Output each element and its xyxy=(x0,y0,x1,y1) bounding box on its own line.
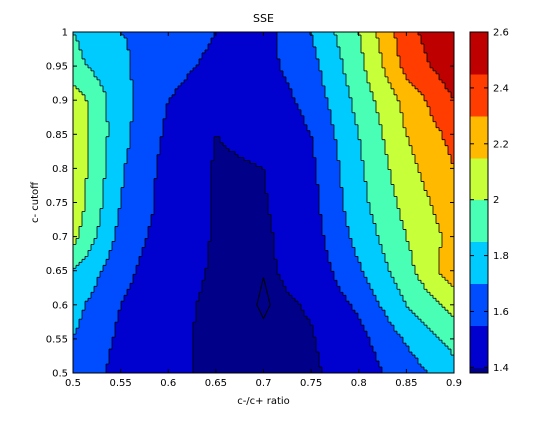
y-tick-label: 0.5 xyxy=(52,369,68,380)
colorbar-tick: 1.4 xyxy=(470,363,509,374)
colorbar-band xyxy=(470,283,488,326)
contour-fill xyxy=(73,32,454,373)
y-axis: 0.5 0.55 0.6 0.65 0.7 0.75 0.8 0.85 0.9 0.95 1 xyxy=(46,28,454,380)
contour-lines xyxy=(73,32,454,373)
colorbar-tick-label: 2.4 xyxy=(493,83,509,94)
x-tick: 0.7 xyxy=(256,32,272,389)
y-tick-label: 0.85 xyxy=(46,130,68,141)
colorbar-tick-label: 2.2 xyxy=(493,139,509,150)
colorbar-band xyxy=(470,73,488,117)
y-tick-label: 0.65 xyxy=(46,266,68,277)
x-tick-label: 0.6 xyxy=(160,378,176,389)
y-tick: 1 xyxy=(62,28,454,39)
colorbar-band xyxy=(470,32,488,75)
x-tick-label: 0.8 xyxy=(351,378,367,389)
x-tick-label: 0.85 xyxy=(395,378,417,389)
minimum-contour xyxy=(256,277,271,320)
y-tick: 0.6 xyxy=(52,300,454,311)
x-tick: 0.9 xyxy=(446,32,462,389)
x-tick-label: 0.55 xyxy=(109,378,131,389)
y-tick-label: 0.9 xyxy=(52,96,68,107)
colorbar-band xyxy=(470,367,488,374)
colorbar-band xyxy=(470,241,488,285)
colorbar-band xyxy=(470,115,488,159)
colorbar-tick-label: 1.8 xyxy=(493,251,509,262)
y-tick-label: 0.95 xyxy=(46,62,68,73)
x-axis: 0.5 0.55 0.6 0.65 0.7 0.75 0.8 0.85 0.9 xyxy=(65,32,462,389)
colorbar-tick-label: 1.4 xyxy=(493,363,509,374)
x-tick: 0.8 xyxy=(351,32,367,389)
colorbar-band xyxy=(470,199,488,243)
colorbar-tick-label: 2 xyxy=(493,195,499,206)
y-tick: 0.9 xyxy=(52,96,454,107)
x-tick: 0.5 xyxy=(65,32,81,389)
y-tick-label: 0.75 xyxy=(46,198,68,209)
colorbar-tick: 2.2 xyxy=(470,139,509,150)
colorbar-frame xyxy=(469,31,489,374)
x-tick-label: 0.75 xyxy=(300,378,322,389)
y-tick: 0.95 xyxy=(46,62,454,73)
y-tick: 0.8 xyxy=(52,164,454,175)
y-tick: 0.75 xyxy=(46,198,454,209)
colorbar-band xyxy=(470,157,488,201)
x-tick: 0.85 xyxy=(395,32,418,389)
y-tick-label: 0.8 xyxy=(52,164,68,175)
x-tick-label: 0.7 xyxy=(256,378,272,389)
y-tick: 0.65 xyxy=(46,266,454,277)
x-tick-label: 0.5 xyxy=(65,378,81,389)
x-tick-label: 0.65 xyxy=(205,378,227,389)
y-tick: 0.7 xyxy=(52,232,454,243)
colorbar-tick: 2.4 xyxy=(470,83,509,94)
colorbar-tick: 1.8 xyxy=(470,251,509,262)
colorbar-tick: 2.6 xyxy=(470,28,509,39)
y-tick-label: 0.6 xyxy=(52,300,68,311)
chart-title: SSE xyxy=(253,12,274,25)
x-tick-label: 0.9 xyxy=(446,378,462,389)
colorbar: 1.4 1.6 1.8 2 2.2 2.4 2.6 xyxy=(469,28,509,374)
x-axis-label: c-/c+ ratio xyxy=(237,396,290,407)
x-tick: 0.55 xyxy=(109,32,132,389)
y-tick: 0.55 xyxy=(46,334,454,345)
y-tick: 0.5 xyxy=(52,369,454,380)
y-tick-label: 1 xyxy=(62,28,68,39)
colorbar-tick: 1.6 xyxy=(470,307,509,318)
colorbar-tick: 2 xyxy=(470,195,499,206)
colorbar-band xyxy=(470,325,488,368)
y-tick: 0.85 xyxy=(46,130,454,141)
colorbar-tick-label: 1.6 xyxy=(493,307,509,318)
y-tick-label: 0.7 xyxy=(52,232,68,243)
y-axis-label: c- cutoff xyxy=(30,181,41,223)
plot-area xyxy=(72,31,455,374)
x-tick: 0.75 xyxy=(300,32,322,389)
y-tick-label: 0.55 xyxy=(46,334,68,345)
colorbar-tick-label: 2.6 xyxy=(493,28,509,39)
x-tick: 0.6 xyxy=(160,32,176,389)
x-tick: 0.65 xyxy=(205,32,227,389)
